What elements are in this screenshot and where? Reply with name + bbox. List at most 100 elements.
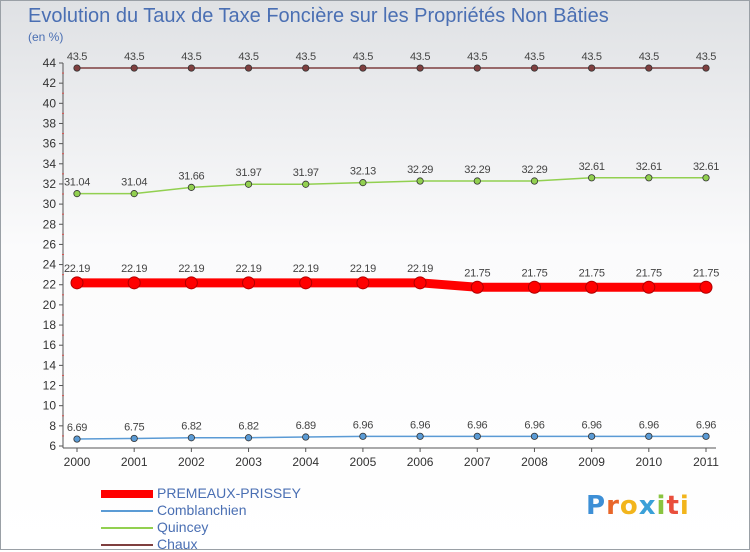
data-label: 6.96 bbox=[467, 419, 487, 431]
data-point bbox=[642, 280, 656, 294]
data-label: 6.89 bbox=[296, 420, 316, 432]
data-point bbox=[645, 174, 653, 182]
data-point bbox=[473, 177, 481, 185]
data-label: 31.97 bbox=[236, 167, 262, 179]
data-label: 31.66 bbox=[178, 170, 204, 182]
data-point bbox=[530, 64, 539, 72]
data-point bbox=[244, 180, 253, 188]
y-tick-label: 26 bbox=[43, 237, 57, 251]
data-point bbox=[416, 432, 424, 440]
data-label: 21.75 bbox=[579, 267, 605, 279]
legend-swatch bbox=[101, 510, 153, 512]
data-point bbox=[130, 434, 138, 443]
data-point bbox=[527, 280, 541, 294]
x-tick-label: 2010 bbox=[635, 455, 662, 469]
y-tick-label: 28 bbox=[43, 217, 57, 231]
y-tick-label: 34 bbox=[43, 157, 57, 171]
data-label: 43.5 bbox=[582, 51, 602, 63]
data-label: 43.5 bbox=[353, 51, 373, 63]
data-label: 43.5 bbox=[410, 51, 430, 63]
data-point bbox=[73, 190, 81, 198]
data-point bbox=[530, 432, 539, 440]
data-point bbox=[302, 433, 310, 441]
x-tick-label: 2009 bbox=[578, 455, 605, 469]
data-label: 22.19 bbox=[350, 263, 376, 275]
data-label: 32.29 bbox=[407, 164, 433, 176]
data-point bbox=[130, 64, 138, 72]
data-label: 32.13 bbox=[350, 166, 376, 178]
data-point bbox=[302, 180, 310, 188]
data-point bbox=[530, 177, 539, 185]
data-label: 32.29 bbox=[521, 164, 547, 176]
data-label: 21.75 bbox=[636, 267, 662, 279]
data-point bbox=[645, 64, 653, 72]
data-point bbox=[470, 280, 484, 294]
y-tick-label: 6 bbox=[49, 439, 56, 453]
x-tick-label: 2011 bbox=[693, 455, 719, 469]
data-point bbox=[359, 179, 367, 187]
data-label: 43.5 bbox=[524, 51, 544, 63]
y-tick-label: 22 bbox=[43, 278, 57, 292]
legend-label: Quincey bbox=[157, 519, 209, 535]
data-point bbox=[588, 64, 596, 72]
y-tick-label: 20 bbox=[43, 298, 57, 312]
data-point bbox=[416, 64, 424, 72]
data-label: 6.96 bbox=[410, 419, 430, 431]
y-tick-label: 42 bbox=[43, 76, 57, 90]
y-tick-label: 40 bbox=[43, 96, 57, 110]
y-tick-label: 14 bbox=[43, 358, 57, 372]
data-point bbox=[359, 64, 367, 72]
data-label: 6.96 bbox=[696, 419, 716, 431]
data-point bbox=[242, 276, 256, 290]
series-line-premeaux-prissey bbox=[72, 278, 711, 292]
series-line-comblanchien bbox=[76, 435, 707, 440]
data-point bbox=[588, 432, 596, 440]
data-point bbox=[702, 64, 710, 72]
data-label: 6.96 bbox=[639, 419, 659, 431]
data-label: 32.61 bbox=[693, 161, 719, 173]
data-label: 32.29 bbox=[464, 164, 490, 176]
data-label: 43.5 bbox=[67, 51, 87, 63]
data-label: 22.19 bbox=[64, 263, 90, 275]
data-point bbox=[356, 276, 370, 290]
legend-swatch bbox=[101, 490, 153, 498]
y-tick-label: 16 bbox=[43, 338, 57, 352]
data-point bbox=[73, 435, 81, 443]
proxiti-logo: Proxiti bbox=[586, 491, 690, 521]
data-point bbox=[302, 64, 310, 72]
y-axis-unit: (en %) bbox=[28, 30, 64, 44]
data-point bbox=[702, 432, 710, 440]
y-tick-label: 8 bbox=[49, 419, 56, 433]
y-tick-label: 36 bbox=[43, 137, 57, 151]
y-tick-label: 30 bbox=[43, 197, 57, 211]
data-label: 6.96 bbox=[524, 419, 544, 431]
data-label: 22.19 bbox=[178, 263, 204, 275]
data-label: 43.5 bbox=[238, 51, 258, 63]
data-point bbox=[244, 64, 253, 72]
y-tick-label: 24 bbox=[43, 258, 57, 272]
data-point bbox=[359, 432, 367, 440]
data-label: 6.96 bbox=[353, 419, 373, 431]
y-tick-label: 12 bbox=[43, 379, 57, 393]
data-point bbox=[187, 64, 195, 72]
data-point bbox=[588, 174, 596, 182]
data-label: 32.61 bbox=[636, 161, 662, 173]
data-label: 22.19 bbox=[121, 263, 147, 275]
x-tick-label: 2006 bbox=[407, 455, 434, 469]
data-label: 43.5 bbox=[639, 51, 659, 63]
x-tick-label: 2005 bbox=[350, 455, 377, 469]
data-label: 6.82 bbox=[238, 421, 258, 433]
legend-label: PREMEAUX-PRISSEY bbox=[157, 485, 301, 501]
x-tick-label: 2001 bbox=[121, 455, 148, 469]
data-label: 31.04 bbox=[64, 177, 90, 189]
data-point bbox=[416, 177, 424, 185]
data-point bbox=[187, 183, 195, 191]
data-point bbox=[299, 276, 313, 290]
data-label: 6.75 bbox=[124, 421, 144, 433]
data-label: 6.82 bbox=[181, 421, 201, 433]
series-line-quincey bbox=[76, 177, 707, 195]
data-label: 22.19 bbox=[407, 263, 433, 275]
data-label: 21.75 bbox=[693, 267, 719, 279]
data-label: 21.75 bbox=[464, 267, 490, 279]
